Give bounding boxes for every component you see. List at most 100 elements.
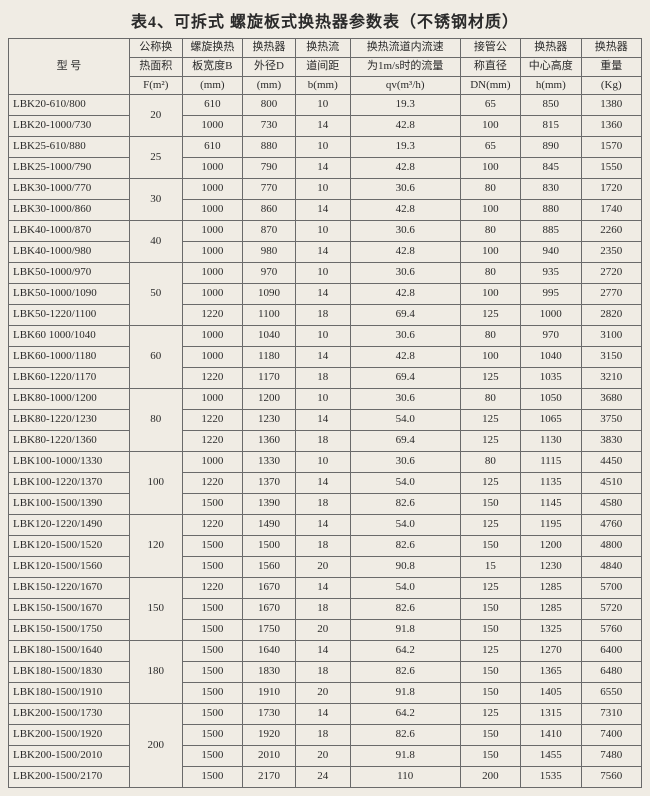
table-row: LBK50-1000/1090100010901442.81009952770: [9, 284, 642, 305]
cell-h: 1285: [521, 578, 581, 599]
cell-gap: 18: [295, 662, 350, 683]
cell-dn: 125: [460, 368, 520, 389]
cell-flow: 110: [350, 767, 460, 788]
table-row: LBK20-610/800206108001019.3658501380: [9, 95, 642, 116]
cell-d: 880: [243, 137, 296, 158]
cell-area: 25: [129, 137, 182, 179]
cell-h: 1315: [521, 704, 581, 725]
cell-d: 1830: [243, 662, 296, 683]
cell-dn: 200: [460, 767, 520, 788]
cell-area: 50: [129, 263, 182, 326]
cell-b: 1220: [182, 368, 242, 389]
header-b-l3: (mm): [182, 76, 242, 95]
cell-h: 1285: [521, 599, 581, 620]
parameter-table: 型 号 公称换 螺旋换热 换热器 换热流 换热流道内流速 接管公 换热器 换热器…: [8, 38, 642, 788]
table-row: LBK25-1000/79010007901442.81008451550: [9, 158, 642, 179]
cell-model: LBK50-1220/1100: [9, 305, 130, 326]
cell-h: 1035: [521, 368, 581, 389]
cell-gap: 18: [295, 368, 350, 389]
cell-w: 5700: [581, 578, 641, 599]
table-row: LBK60-1000/1180100011801442.810010403150: [9, 347, 642, 368]
cell-area: 200: [129, 704, 182, 788]
cell-gap: 18: [295, 536, 350, 557]
cell-d: 1090: [243, 284, 296, 305]
table-row: LBK100-1500/1390150013901882.61501145458…: [9, 494, 642, 515]
table-row: LBK180-1500/1910150019102091.81501405655…: [9, 683, 642, 704]
cell-gap: 20: [295, 557, 350, 578]
cell-flow: 30.6: [350, 179, 460, 200]
cell-h: 815: [521, 116, 581, 137]
cell-h: 1325: [521, 620, 581, 641]
cell-w: 5720: [581, 599, 641, 620]
header-w-l1: 换热器: [581, 39, 641, 58]
cell-model: LBK120-1220/1490: [9, 515, 130, 536]
cell-model: LBK180-1500/1830: [9, 662, 130, 683]
cell-w: 1380: [581, 95, 641, 116]
cell-dn: 150: [460, 725, 520, 746]
cell-h: 1145: [521, 494, 581, 515]
cell-h: 1115: [521, 452, 581, 473]
cell-w: 2260: [581, 221, 641, 242]
cell-model: LBK80-1000/1200: [9, 389, 130, 410]
cell-dn: 65: [460, 137, 520, 158]
cell-dn: 150: [460, 494, 520, 515]
cell-flow: 19.3: [350, 137, 460, 158]
cell-b: 1500: [182, 599, 242, 620]
cell-d: 1040: [243, 326, 296, 347]
cell-b: 1000: [182, 179, 242, 200]
cell-gap: 10: [295, 137, 350, 158]
cell-gap: 10: [295, 221, 350, 242]
header-d-l3: (mm): [243, 76, 296, 95]
cell-d: 730: [243, 116, 296, 137]
table-header: 型 号 公称换 螺旋换热 换热器 换热流 换热流道内流速 接管公 换热器 换热器…: [9, 39, 642, 95]
cell-b: 1000: [182, 284, 242, 305]
cell-gap: 14: [295, 704, 350, 725]
cell-h: 1050: [521, 389, 581, 410]
cell-gap: 18: [295, 494, 350, 515]
cell-w: 6480: [581, 662, 641, 683]
cell-flow: 30.6: [350, 326, 460, 347]
cell-b: 1220: [182, 473, 242, 494]
cell-flow: 82.6: [350, 599, 460, 620]
cell-b: 610: [182, 137, 242, 158]
cell-flow: 54.0: [350, 410, 460, 431]
table-row: LBK80-1220/1230122012301454.012510653750: [9, 410, 642, 431]
cell-dn: 100: [460, 347, 520, 368]
cell-flow: 69.4: [350, 368, 460, 389]
cell-d: 870: [243, 221, 296, 242]
table-row: LBK50-1220/1100122011001869.412510002820: [9, 305, 642, 326]
cell-d: 1560: [243, 557, 296, 578]
cell-model: LBK200-1500/2010: [9, 746, 130, 767]
cell-dn: 125: [460, 431, 520, 452]
cell-model: LBK100-1000/1330: [9, 452, 130, 473]
cell-w: 1550: [581, 158, 641, 179]
cell-w: 2820: [581, 305, 641, 326]
cell-model: LBK120-1500/1520: [9, 536, 130, 557]
table-row: LBK200-1500/2010150020102091.81501455748…: [9, 746, 642, 767]
cell-h: 1410: [521, 725, 581, 746]
table-row: LBK120-1220/1490120122014901454.01251195…: [9, 515, 642, 536]
cell-flow: 82.6: [350, 662, 460, 683]
cell-h: 830: [521, 179, 581, 200]
cell-b: 1500: [182, 683, 242, 704]
cell-d: 1230: [243, 410, 296, 431]
cell-gap: 20: [295, 746, 350, 767]
cell-d: 800: [243, 95, 296, 116]
cell-d: 980: [243, 242, 296, 263]
cell-gap: 10: [295, 389, 350, 410]
cell-dn: 150: [460, 599, 520, 620]
table-row: LBK40-1000/98010009801442.81009402350: [9, 242, 642, 263]
header-w-l3: (Kg): [581, 76, 641, 95]
cell-gap: 18: [295, 599, 350, 620]
cell-flow: 42.8: [350, 200, 460, 221]
cell-gap: 14: [295, 242, 350, 263]
cell-b: 1500: [182, 641, 242, 662]
cell-w: 4800: [581, 536, 641, 557]
cell-d: 1170: [243, 368, 296, 389]
cell-model: LBK20-1000/730: [9, 116, 130, 137]
cell-flow: 30.6: [350, 452, 460, 473]
cell-dn: 80: [460, 389, 520, 410]
cell-model: LBK150-1220/1670: [9, 578, 130, 599]
cell-area: 80: [129, 389, 182, 452]
header-d-l1: 换热器: [243, 39, 296, 58]
